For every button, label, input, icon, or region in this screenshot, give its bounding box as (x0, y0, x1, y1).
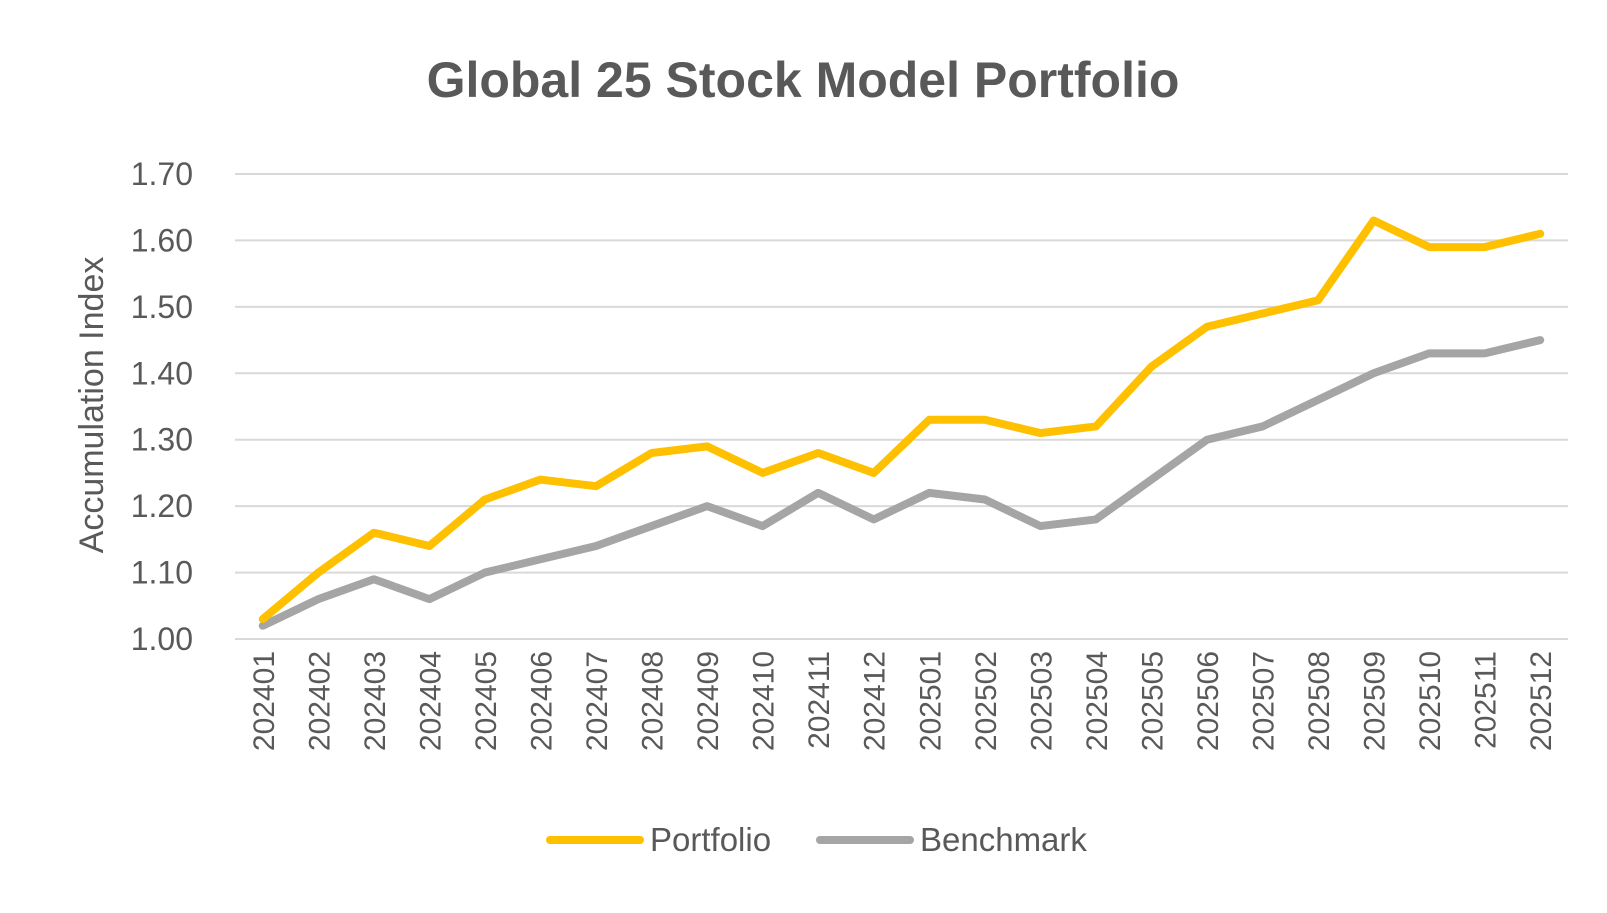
data-point (1151, 366, 1152, 367)
data-point (818, 453, 819, 454)
chart-title: Global 25 Stock Model Portfolio (427, 52, 1180, 108)
x-tick-label: 202508 (1303, 651, 1336, 751)
data-point (651, 526, 652, 527)
y-tick-label: 1.60 (131, 222, 193, 258)
x-tick-label: 202409 (692, 651, 725, 751)
data-point (262, 625, 263, 626)
data-point (373, 579, 374, 580)
x-tick-label: 202408 (637, 651, 670, 751)
data-point (1429, 353, 1430, 354)
data-point (1540, 233, 1541, 234)
data-point (1095, 426, 1096, 427)
x-tick-label: 202406 (525, 651, 558, 751)
x-tick-label: 202510 (1414, 651, 1447, 751)
data-point (1151, 479, 1152, 480)
data-point (596, 546, 597, 547)
x-tick-label: 202502 (970, 651, 1003, 751)
x-tick-label: 202412 (859, 651, 892, 751)
data-point (929, 492, 930, 493)
data-point (540, 559, 541, 560)
data-point (1206, 439, 1207, 440)
series-line-portfolio (258, 216, 1545, 624)
data-point (762, 526, 763, 527)
data-point (429, 546, 430, 547)
data-point (984, 419, 985, 420)
data-point (707, 506, 708, 507)
series-portfolio (258, 216, 1545, 624)
legend-item-portfolio: Portfolio (546, 821, 771, 858)
x-tick-label: 202509 (1359, 651, 1392, 751)
data-point (1373, 373, 1374, 374)
legend-label: Benchmark (920, 821, 1087, 858)
data-point (596, 486, 597, 487)
y-axis-tick-labels: 1.00 1.10 1.20 1.30 1.40 1.50 1.60 1.70 (131, 156, 193, 657)
x-tick-label: 202503 (1025, 651, 1058, 751)
x-tick-label: 202407 (581, 651, 614, 751)
data-point (707, 446, 708, 447)
series-benchmark (258, 336, 1545, 630)
data-point (1484, 353, 1485, 354)
x-tick-label: 202403 (359, 651, 392, 751)
y-tick-label: 1.30 (131, 422, 193, 458)
data-point (1318, 300, 1319, 301)
data-point (762, 472, 763, 473)
y-axis-title: Accumulation Index (73, 257, 111, 554)
data-point (818, 492, 819, 493)
x-tick-label: 202504 (1081, 651, 1114, 751)
data-point (1484, 247, 1485, 248)
data-point (651, 453, 652, 454)
y-tick-label: 1.20 (131, 488, 193, 524)
series-lines (258, 216, 1545, 630)
y-tick-label: 1.70 (131, 156, 193, 192)
series-line-benchmark (258, 336, 1545, 630)
data-point (873, 472, 874, 473)
data-point (1373, 220, 1374, 221)
data-point (484, 572, 485, 573)
data-point (540, 479, 541, 480)
x-tick-label: 202501 (914, 651, 947, 751)
data-point (1262, 426, 1263, 427)
data-point (1206, 326, 1207, 327)
data-point (1040, 526, 1041, 527)
data-point (318, 572, 319, 573)
data-point (484, 499, 485, 500)
data-point (929, 419, 930, 420)
x-tick-label: 202410 (748, 651, 781, 751)
x-tick-label: 202507 (1248, 651, 1281, 751)
x-tick-label: 202512 (1525, 651, 1558, 751)
data-point (318, 599, 319, 600)
data-point (1095, 519, 1096, 520)
x-tick-label: 202511 (1470, 651, 1503, 749)
data-point (984, 499, 985, 500)
data-point (1429, 247, 1430, 248)
data-point (1318, 399, 1319, 400)
legend-item-benchmark: Benchmark (816, 821, 1087, 858)
data-point (373, 532, 374, 533)
x-tick-label: 202402 (303, 651, 336, 751)
x-tick-label: 202411 (803, 651, 836, 749)
y-tick-label: 1.00 (131, 621, 193, 657)
data-point (262, 619, 263, 620)
gridlines (235, 173, 1568, 574)
data-point (873, 519, 874, 520)
x-tick-label: 202405 (470, 651, 503, 751)
x-tick-label: 202506 (1192, 651, 1225, 751)
legend: Portfolio Benchmark (546, 821, 1087, 858)
x-axis-tick-labels: 202401 202402 202403 202404 202405 202406 2024… (248, 651, 1558, 751)
y-tick-label: 1.10 (131, 555, 193, 591)
y-tick-label: 1.50 (131, 289, 193, 325)
data-point (1040, 433, 1041, 434)
legend-label: Portfolio (650, 821, 771, 858)
y-tick-label: 1.40 (131, 355, 193, 391)
x-tick-label: 202404 (414, 651, 447, 751)
data-point (429, 599, 430, 600)
data-point (1540, 340, 1541, 341)
data-point (1262, 313, 1263, 314)
x-tick-label: 202505 (1136, 651, 1169, 751)
x-tick-label: 202401 (248, 651, 281, 751)
